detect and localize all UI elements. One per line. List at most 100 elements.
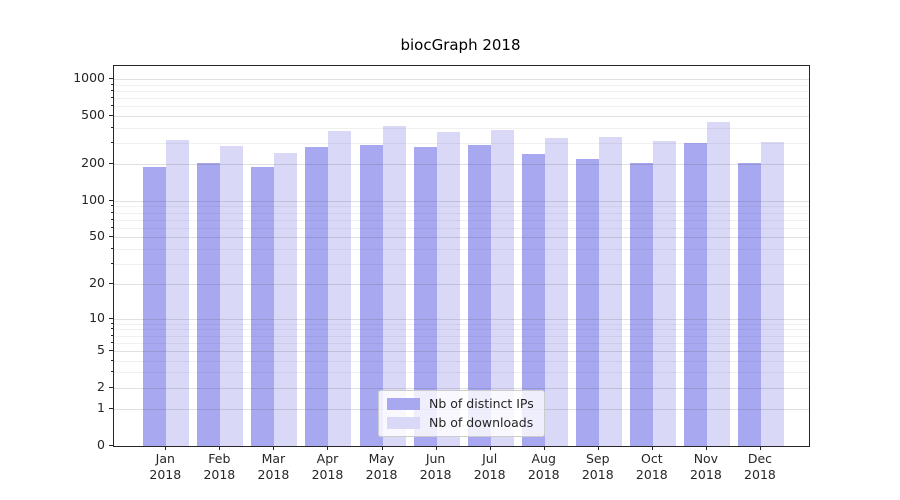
- bar-nb-of-downloads-aug: [544, 137, 568, 446]
- x-tick-year: 2018: [419, 467, 452, 482]
- bar-nb-of-distinct-ips-apr: [305, 146, 329, 446]
- x-tick-mark: [759, 446, 761, 450]
- major-gridline: [114, 387, 809, 389]
- x-tick-mark: [489, 446, 491, 450]
- minor-gridline: [114, 372, 809, 374]
- y-tick-label: 200: [81, 155, 105, 171]
- minor-gridline: [114, 263, 809, 265]
- bar-nb-of-downloads-jun: [436, 131, 460, 446]
- y-tick-label: 1000: [73, 70, 105, 86]
- chart-title: biocGraph 2018: [400, 36, 521, 54]
- x-tick-year: 2018: [744, 467, 776, 482]
- x-tick-label: Aug 2018: [514, 451, 574, 483]
- bar-nb-of-downloads-jan: [166, 140, 190, 446]
- y-minor-tick-mark: [111, 89, 113, 91]
- x-tick-year: 2018: [527, 467, 560, 482]
- y-tick-label: 20: [89, 275, 105, 291]
- legend-item-distinct-ips: Nb of distinct IPs: [387, 396, 534, 411]
- legend-label-downloads: Nb of downloads: [429, 415, 534, 430]
- x-tick-month: Jul: [482, 451, 498, 466]
- x-tick-month: Oct: [641, 451, 663, 466]
- bar-nb-of-distinct-ips-may: [359, 144, 383, 446]
- minor-gridline: [114, 248, 809, 250]
- y-tick-mark: [109, 445, 113, 446]
- y-minor-tick-mark: [111, 328, 113, 330]
- major-gridline: [114, 318, 809, 320]
- x-tick-month: May: [368, 451, 395, 466]
- x-tick-label: Mar 2018: [243, 451, 303, 483]
- x-tick-year: 2018: [311, 467, 344, 482]
- x-tick-label: May 2018: [352, 451, 412, 483]
- bar-nb-of-downloads-may: [382, 126, 406, 446]
- minor-gridline: [114, 342, 809, 344]
- bar-nb-of-downloads-jul: [490, 130, 514, 446]
- y-minor-tick-mark: [111, 262, 113, 264]
- x-tick-month: Sep: [585, 451, 610, 466]
- bar-nb-of-downloads-nov: [706, 122, 730, 446]
- x-tick-mark: [165, 446, 167, 450]
- y-tick-label: 50: [89, 228, 105, 244]
- y-tick-label: 5: [97, 341, 105, 357]
- x-tick-mark: [273, 446, 275, 450]
- y-tick-mark: [109, 236, 113, 238]
- legend: Nb of distinct IPs Nb of downloads: [378, 390, 545, 437]
- bar-nb-of-downloads-apr: [328, 131, 352, 446]
- y-minor-tick-mark: [111, 247, 113, 249]
- x-tick-mark: [327, 446, 329, 450]
- y-tick-label: 10: [89, 309, 105, 325]
- x-tick-month: Feb: [208, 451, 231, 466]
- major-gridline: [114, 284, 809, 286]
- minor-gridline: [114, 329, 809, 331]
- x-tick-year: 2018: [365, 467, 398, 482]
- y-minor-tick-mark: [111, 334, 113, 336]
- x-tick-mark: [543, 446, 545, 450]
- bar-nb-of-distinct-ips-jun: [413, 146, 437, 446]
- legend-swatch-downloads: [387, 416, 420, 429]
- y-minor-tick-mark: [111, 322, 113, 324]
- x-tick-label: Jun 2018: [406, 451, 466, 483]
- x-tick-mark: [651, 446, 653, 450]
- x-tick-month: Mar: [261, 451, 286, 466]
- bar-nb-of-distinct-ips-dec: [737, 163, 761, 446]
- y-minor-tick-mark: [111, 141, 113, 143]
- x-tick-year: 2018: [257, 467, 290, 482]
- x-tick-month: Apr: [316, 451, 339, 466]
- x-tick-month: Jun: [425, 451, 446, 466]
- y-minor-tick-mark: [111, 96, 113, 98]
- y-minor-tick-mark: [111, 105, 113, 107]
- y-tick-label: 2: [97, 378, 105, 394]
- x-tick-label: Dec 2018: [730, 451, 790, 483]
- x-tick-label: Oct 2018: [622, 451, 682, 483]
- bar-nb-of-distinct-ips-oct: [629, 163, 653, 446]
- x-tick-month: Jan: [155, 451, 175, 466]
- x-tick-year: 2018: [581, 467, 614, 482]
- bar-nb-of-downloads-feb: [220, 145, 244, 446]
- y-tick-label: 100: [81, 191, 105, 207]
- y-minor-tick-mark: [111, 226, 113, 228]
- y-minor-tick-mark: [111, 359, 113, 361]
- major-gridline: [114, 79, 809, 81]
- x-tick-year: 2018: [689, 467, 722, 482]
- y-tick-mark: [109, 163, 113, 165]
- major-gridline: [114, 200, 809, 202]
- minor-gridline: [114, 97, 809, 99]
- y-minor-tick-mark: [111, 218, 113, 220]
- x-tick-mark: [597, 446, 599, 450]
- y-tick-mark: [109, 349, 113, 351]
- bar-nb-of-downloads-mar: [274, 152, 298, 446]
- x-tick-label: Nov 2018: [676, 451, 736, 483]
- legend-item-downloads: Nb of downloads: [387, 415, 534, 430]
- y-tick-mark: [109, 78, 113, 80]
- y-minor-tick-mark: [111, 371, 113, 373]
- y-minor-tick-mark: [111, 211, 113, 213]
- y-tick-label: 1: [97, 400, 105, 416]
- x-tick-month: Aug: [531, 451, 556, 466]
- minor-gridline: [114, 219, 809, 221]
- x-tick-month: Nov: [693, 451, 719, 466]
- minor-gridline: [114, 323, 809, 325]
- major-gridline: [114, 164, 809, 166]
- y-minor-tick-mark: [111, 341, 113, 343]
- x-tick-label: Jan 2018: [135, 451, 195, 483]
- minor-gridline: [114, 142, 809, 144]
